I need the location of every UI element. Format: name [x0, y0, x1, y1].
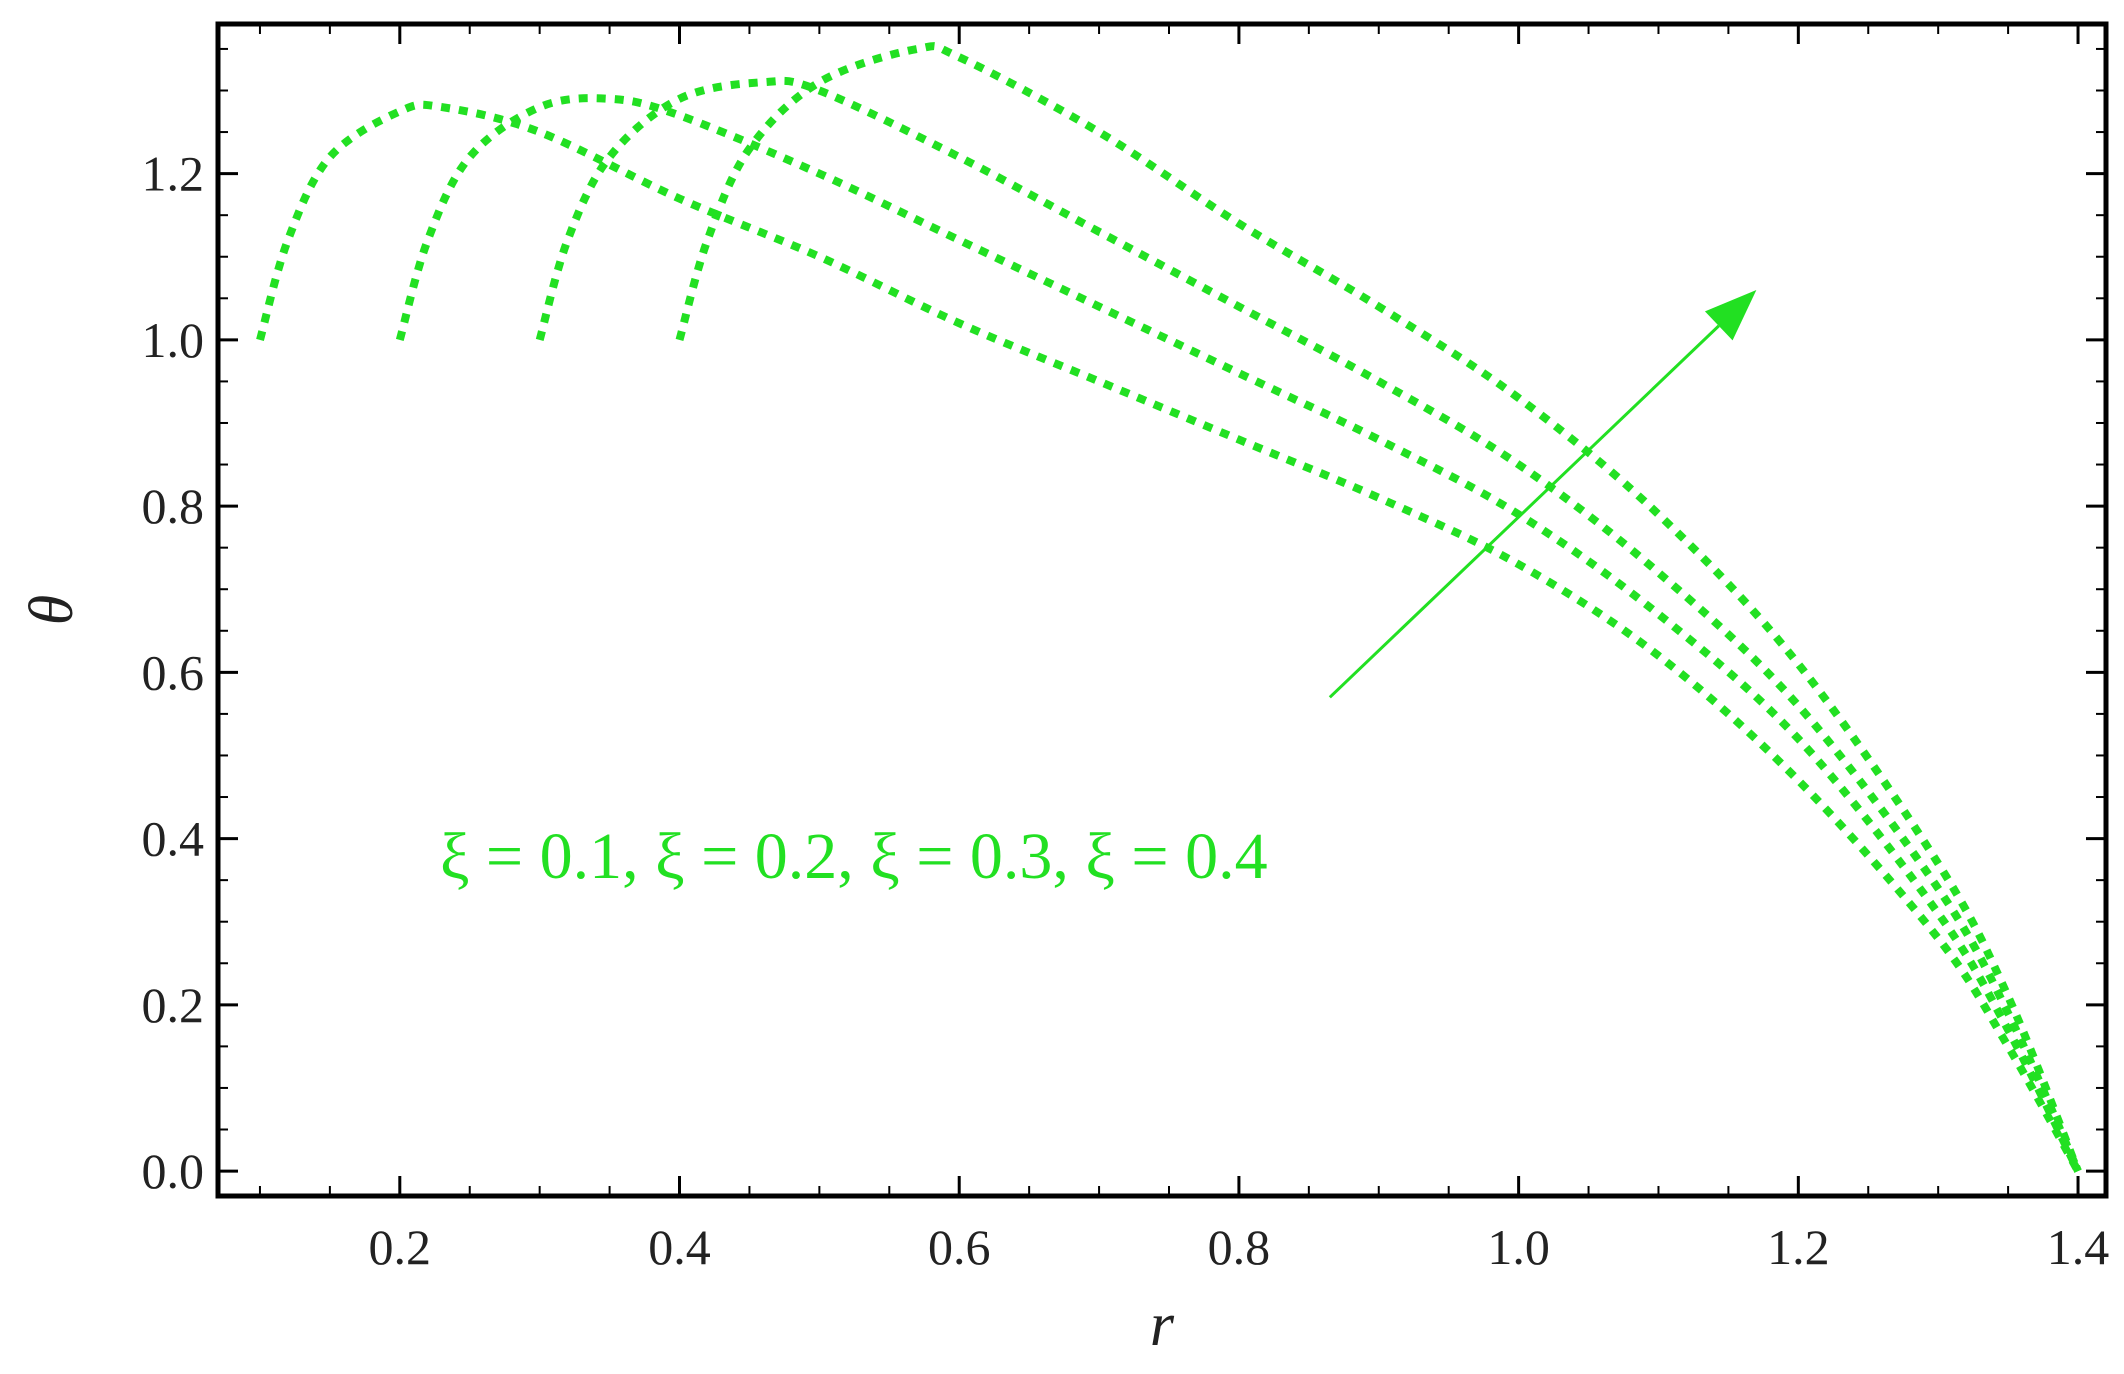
arrow-layer [1328, 289, 1757, 699]
arrow-shaft [1328, 324, 1720, 699]
x-tick-label: 0.8 [1208, 1219, 1271, 1275]
x-tick-label: 1.0 [1487, 1219, 1550, 1275]
x-tick-label: 1.2 [1767, 1219, 1830, 1275]
y-tick-label: 0.4 [142, 811, 205, 867]
y-tick-label: 1.2 [142, 146, 205, 202]
y-axis-title: θ [18, 595, 86, 625]
x-tick-label: 0.4 [648, 1219, 711, 1275]
y-tick-label: 0.6 [142, 644, 205, 700]
series-layer [256, 42, 2082, 1174]
series-line-4 [675, 42, 2082, 1173]
x-tick-label: 0.6 [928, 1219, 991, 1275]
series-line-2 [395, 94, 2082, 1173]
legend-annotation: ξ = 0.1, ξ = 0.2, ξ = 0.3, ξ = 0.4 [440, 820, 1268, 893]
series-line-1 [256, 100, 2082, 1174]
x-tick-label: 1.4 [2047, 1219, 2110, 1275]
y-tick-label: 0.2 [142, 977, 205, 1033]
y-tick-label: 0.8 [142, 478, 205, 534]
axis-ticks [218, 24, 2106, 1196]
y-tick-label: 1.0 [142, 312, 205, 368]
series-line-3 [535, 76, 2082, 1173]
x-axis-title: r [1150, 1291, 1175, 1359]
x-tick-label: 0.2 [369, 1219, 432, 1275]
arrow-head [1704, 289, 1757, 341]
y-tick-label: 0.0 [142, 1143, 205, 1199]
plot-frame [215, 21, 2109, 1199]
tick-labels: 0.2 0.4 0.6 0.8 1.0 1.2 1.4 0.0 0.2 0.4 0.6 0.8 1.0 1… [142, 146, 2110, 1275]
